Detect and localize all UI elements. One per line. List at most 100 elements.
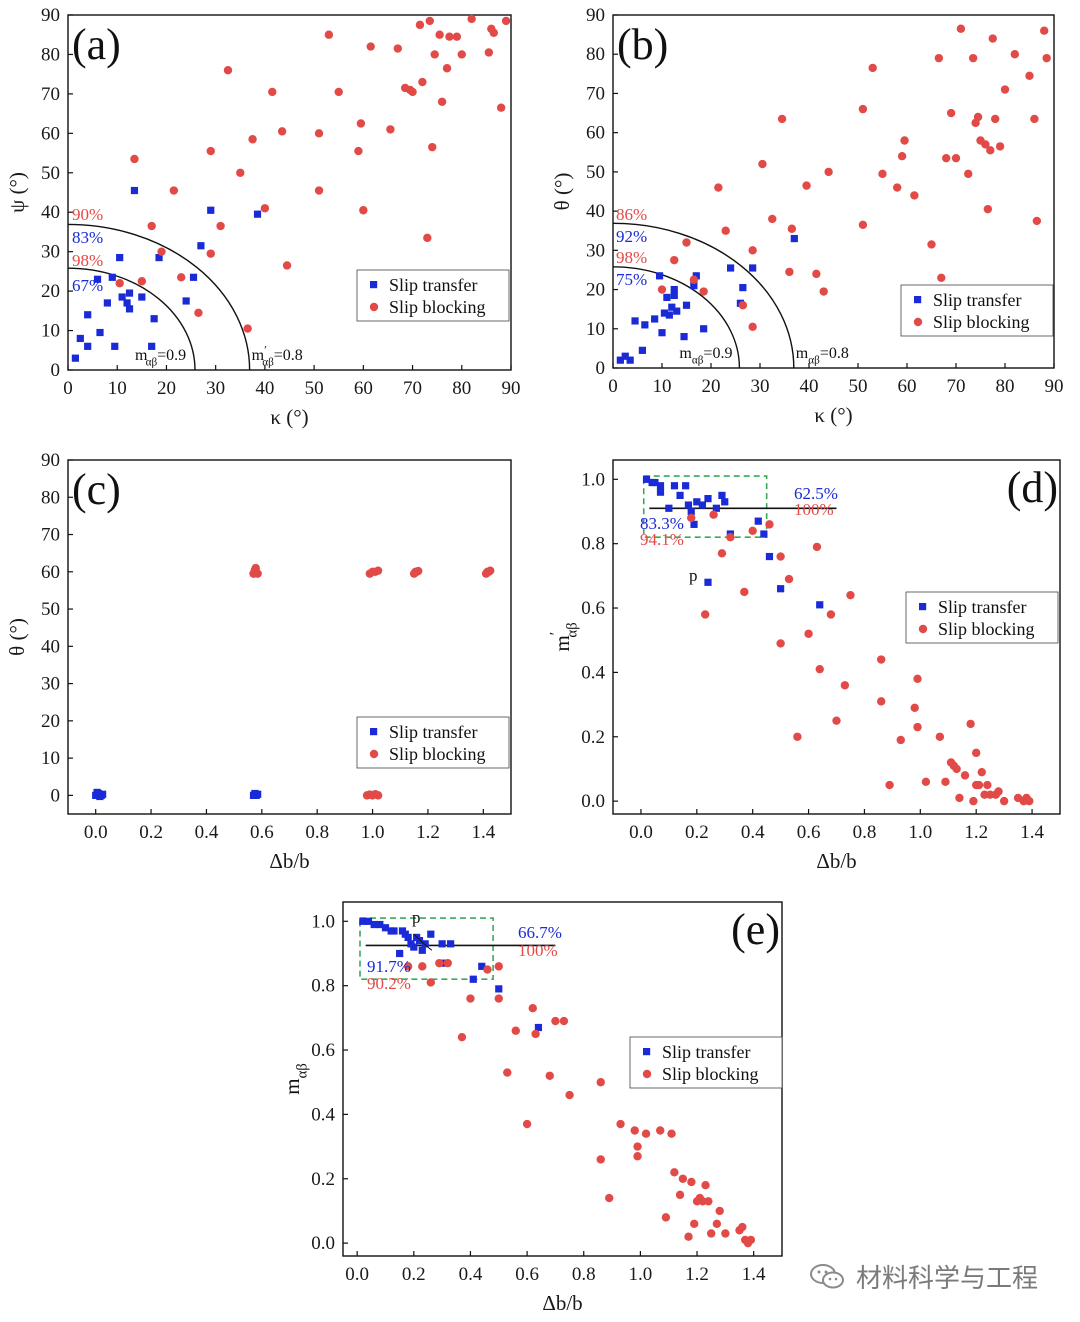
point-blocking-a xyxy=(428,142,437,152)
point-blocking-b xyxy=(657,285,667,294)
point-transfer-a xyxy=(96,328,104,337)
point-blocking-b xyxy=(858,220,868,230)
x-tick-label-c: 1.0 xyxy=(361,822,385,843)
point-blocking-d xyxy=(955,793,964,803)
point-blocking-e xyxy=(641,1129,651,1138)
point-transfer-c xyxy=(99,790,107,798)
point-transfer-a xyxy=(116,253,124,262)
x-tick-label-c: 1.4 xyxy=(471,822,495,843)
point-blocking-b xyxy=(819,287,828,296)
point-blocking-b xyxy=(748,322,757,332)
point-blocking-a xyxy=(177,273,186,282)
y-tick-label-a: 80 xyxy=(41,44,60,65)
legend-marker-transfer-c xyxy=(370,728,378,736)
point-transfer-e xyxy=(478,962,486,970)
point-blocking-b xyxy=(868,63,877,73)
y-axis-label-text-d: m′αβ xyxy=(548,622,581,651)
y-tick-label-a: 50 xyxy=(41,163,60,184)
point-transfer-b xyxy=(670,285,678,294)
point-blocking-d xyxy=(999,796,1009,806)
point-blocking-a xyxy=(445,32,454,41)
y-tick-label-e: 0.8 xyxy=(311,976,335,997)
x-tick-label-a: 0 xyxy=(63,378,73,399)
legend-label-blocking-b: Slip blocking xyxy=(933,312,1030,332)
point-transfer-e xyxy=(469,975,477,983)
point-transfer-e xyxy=(438,940,446,948)
point-blocking-d xyxy=(717,549,727,558)
point-blocking-b xyxy=(968,53,978,63)
y-tick-label-c: 20 xyxy=(41,711,60,732)
point-blocking-a xyxy=(386,125,395,134)
legend-label-transfer-d: Slip transfer xyxy=(938,597,1026,617)
point-blocking-e xyxy=(687,1177,696,1187)
point-blocking-b xyxy=(986,146,995,155)
panel-d: 0.0 0.2 0.4 0.6 0.8 1.0 1.2 1.4 0.0 0.2 0.4 0.6 0.8 1… xyxy=(548,459,1061,873)
point-blocking-d xyxy=(941,777,950,787)
point-blocking-a xyxy=(115,279,124,288)
point-transfer-b xyxy=(680,333,688,341)
point-blocking-a xyxy=(430,50,439,59)
annotation-d: p xyxy=(689,566,698,585)
point-transfer-a xyxy=(148,342,156,350)
point-blocking-e xyxy=(605,1193,614,1203)
point-transfer-b xyxy=(621,352,629,360)
point-blocking-b xyxy=(934,53,944,63)
point-blocking-a xyxy=(425,16,434,26)
point-blocking-b xyxy=(956,24,966,33)
point-transfer-a xyxy=(253,210,262,218)
x-tick-label-e: 0.6 xyxy=(515,1264,539,1285)
y-axis-label-a: ψ (°) xyxy=(5,172,29,213)
boundary-arc-a xyxy=(67,223,251,371)
y-axis-label-text-c: θ (°) xyxy=(5,618,29,656)
y-tick-label-c: 70 xyxy=(41,525,60,546)
y-tick-label-e: 1.0 xyxy=(311,911,335,932)
point-blocking-d xyxy=(960,771,970,780)
point-blocking-e xyxy=(675,1190,685,1200)
point-blocking-b xyxy=(878,169,887,179)
point-blocking-d xyxy=(952,764,961,774)
point-blocking-b xyxy=(682,238,691,247)
y-tick-label-c: 30 xyxy=(41,674,60,695)
point-blocking-b xyxy=(689,275,699,284)
point-blocking-e xyxy=(704,1197,713,1206)
y-tick-label-b: 0 xyxy=(596,358,606,379)
point-blocking-a xyxy=(324,30,334,39)
legend-a xyxy=(356,269,510,322)
point-transfer-a xyxy=(182,297,190,305)
point-blocking-e xyxy=(616,1119,625,1129)
point-blocking-d xyxy=(913,674,922,684)
point-blocking-e xyxy=(670,1168,679,1177)
y-tick-label-c: 10 xyxy=(41,748,60,769)
point-blocking-e xyxy=(690,1219,699,1229)
point-blocking-a xyxy=(243,324,252,333)
x-tick-label-e: 1.0 xyxy=(629,1264,653,1285)
point-blocking-e xyxy=(738,1222,747,1232)
point-blocking-e xyxy=(457,1032,467,1042)
point-blocking-b xyxy=(900,136,909,145)
point-blocking-d xyxy=(740,587,749,597)
y-tick-label-e: 0.6 xyxy=(311,1040,335,1061)
point-blocking-d xyxy=(877,655,886,664)
x-tick-label-c: 1.2 xyxy=(416,822,440,843)
point-blocking-a xyxy=(452,32,462,41)
annotation-d: 94.1% xyxy=(640,530,684,549)
point-blocking-d xyxy=(804,629,813,638)
point-transfer-b xyxy=(700,325,708,333)
point-transfer-d xyxy=(670,482,679,490)
legend-label-blocking-a: Slip blocking xyxy=(389,297,486,317)
x-tick-label-d: 0.4 xyxy=(741,822,765,843)
x-tick-label-d: 0.0 xyxy=(629,822,653,843)
point-blocking-d xyxy=(687,513,696,523)
point-transfer-e xyxy=(418,946,426,954)
point-transfer-b xyxy=(673,307,681,315)
point-transfer-e xyxy=(404,933,412,941)
x-tick-label-c: 0.0 xyxy=(84,822,108,843)
point-blocking-b xyxy=(721,226,730,235)
y-tick-label-a: 70 xyxy=(41,84,60,105)
point-blocking-d xyxy=(910,703,919,712)
x-tick-label-e: 0.8 xyxy=(572,1264,596,1285)
point-transfer-e xyxy=(390,927,398,935)
point-blocking-d xyxy=(700,610,710,619)
point-transfer-b xyxy=(749,264,757,272)
point-transfer-b xyxy=(616,356,624,364)
